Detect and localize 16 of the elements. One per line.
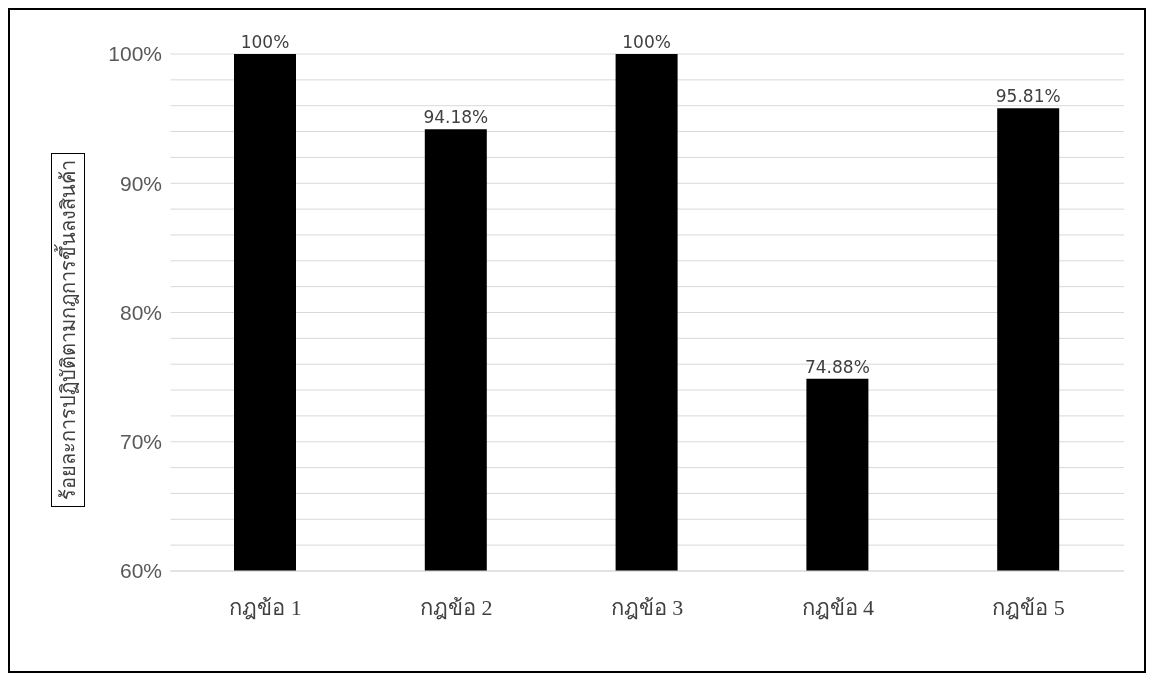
x-tick-label: กฎข้อ 1 (229, 594, 302, 620)
x-tick-label: กฎข้อ 3 (610, 594, 684, 620)
y-tick-label: 90% (119, 171, 162, 195)
y-axis-title: ร้อยละการปฏิบัติตามกฎการขึ้นลงสินค้า (51, 153, 85, 507)
x-tick-label: กฎข้อ 2 (419, 594, 493, 620)
y-tick-label: 80% (119, 300, 162, 324)
data-label: 100% (622, 32, 671, 52)
y-tick-label: 100% (108, 42, 162, 66)
x-tick-label: กฎข้อ 4 (801, 594, 875, 620)
data-label: 95.81% (995, 86, 1061, 107)
data-label: 94.18% (423, 107, 489, 128)
data-label: 100% (240, 32, 290, 52)
y-tick-label: 60% (119, 559, 162, 583)
y-tick-label: 70% (119, 430, 162, 454)
x-tick-label: กฎข้อ 5 (992, 594, 1065, 620)
data-label: 74.88% (804, 356, 870, 377)
